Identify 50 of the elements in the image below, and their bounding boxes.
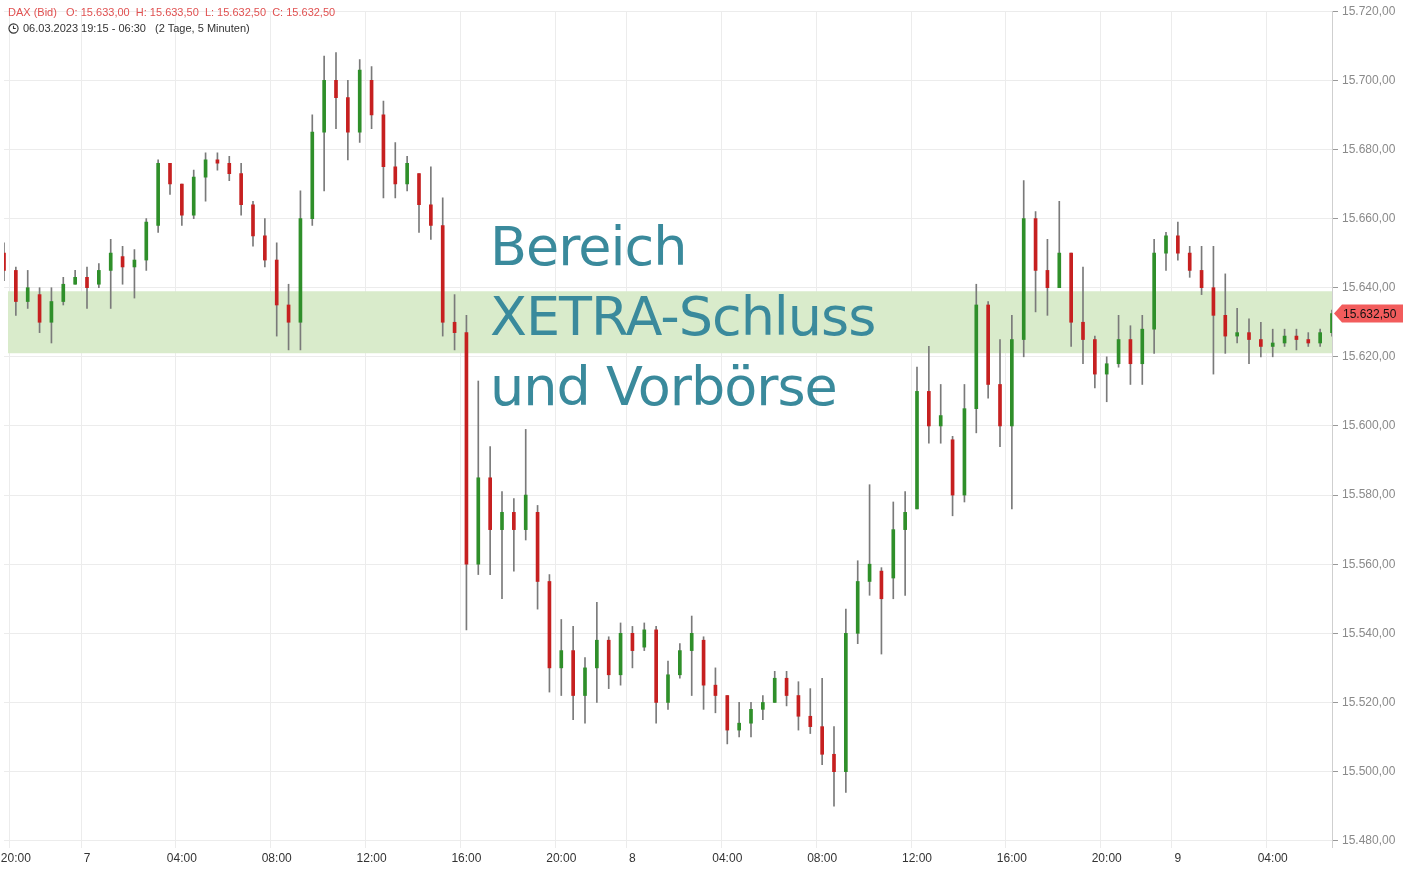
x-tick-label: 12:00 — [356, 851, 387, 866]
candlestick — [1270, 328, 1275, 358]
candlestick — [832, 726, 836, 807]
candlestick — [500, 491, 504, 600]
text: 06.03.2023 19:15 - 06:30 (2 Tage, 5 Minuten) — [23, 22, 250, 34]
y-tick-label: 15.580,00 — [1342, 487, 1396, 502]
y-tick-label: 15.680,00 — [1342, 141, 1396, 156]
x-tick-label: 20:00 — [546, 851, 577, 866]
candlestick — [1306, 332, 1311, 347]
candlestick — [334, 52, 338, 130]
candlestick — [512, 498, 516, 572]
candlestick — [1104, 356, 1109, 403]
x-tick-label: 08:00 — [807, 851, 838, 866]
x-tick-label: 16:00 — [451, 851, 482, 866]
candlestick — [808, 688, 813, 734]
y-tick-label: 15.660,00 — [1342, 210, 1396, 225]
x-tick-label: 12:00 — [901, 851, 933, 866]
x-tick-label: 04:00 — [1257, 851, 1289, 866]
candlestick — [559, 619, 564, 696]
candlestick — [689, 615, 694, 696]
x-tick-label: 20:00 — [1091, 851, 1123, 866]
band-label: Bereich XETRA-Schluss und Vorbörse — [490, 214, 877, 420]
y-tick-label: 15.720,00 — [1342, 3, 1396, 18]
y-tick-label: 15.700,00 — [1342, 72, 1396, 87]
y-tick-label: 15.500,00 — [1342, 763, 1396, 778]
y-tick-label: 15.640,00 — [1342, 280, 1396, 295]
candlestick — [1235, 308, 1239, 344]
y-tick-label: 15.560,00 — [1342, 556, 1396, 571]
candlestick — [737, 702, 741, 738]
y-tick-label: 15.540,00 — [1342, 625, 1396, 640]
x-tick-label: 04:00 — [166, 851, 198, 866]
x-tick-label: 16:00 — [996, 851, 1028, 866]
candlestick — [1247, 318, 1251, 365]
chart-title: DAX (Bid) O: 15.633,00 H: 15.633,50 L: 15.632,50 C: 15.632,50 — [8, 6, 336, 18]
candlestick — [108, 238, 113, 309]
candlestick — [1081, 266, 1085, 365]
x-tick-label: 08:00 — [261, 851, 293, 866]
y-tick-label: 15.620,00 — [1342, 349, 1396, 364]
y-tick-label: 15.600,00 — [1342, 418, 1396, 433]
x-tick-label: 20:00 — [0, 851, 32, 866]
candlestick — [938, 384, 943, 444]
candlestick — [1259, 321, 1263, 358]
x-tick-label: 9 — [1174, 851, 1182, 866]
x-tick-label: 7 — [83, 851, 91, 866]
x-tick-label: 8 — [629, 851, 637, 866]
y-tick-label: 15.480,00 — [1342, 833, 1396, 847]
text: 15.632,50 — [1343, 306, 1397, 321]
candlestick — [903, 491, 907, 596]
y-tick-label: 15.520,00 — [1342, 694, 1396, 709]
x-tick-label: 04:00 — [712, 851, 743, 866]
